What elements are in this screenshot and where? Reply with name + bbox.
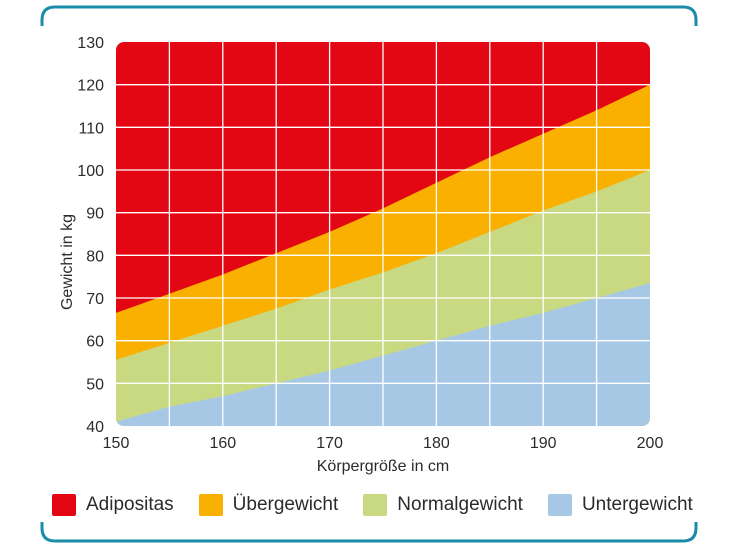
legend-label-untergewicht: Untergewicht	[581, 494, 693, 515]
legend-swatch-normalgewicht	[363, 494, 388, 516]
frame-bottom-line	[40, 522, 698, 543]
y-tick-label: 90	[86, 206, 104, 223]
x-tick-label: 200	[637, 435, 664, 452]
legend-swatch-adipositas	[52, 494, 76, 516]
y-tick-label: 100	[77, 163, 104, 180]
y-tick-label: 50	[86, 376, 104, 393]
frame-top-line	[40, 5, 698, 26]
y-tick-label: 120	[77, 78, 104, 95]
y-tick-label: 40	[86, 419, 104, 436]
x-tick-label: 170	[316, 435, 343, 452]
legend-label-normalgewicht: Normalgewicht	[397, 494, 523, 515]
legend-item-untergewicht: Untergewicht	[547, 494, 693, 516]
legend-swatch-untergewicht	[547, 494, 572, 516]
legend-swatch-uebergewicht	[198, 494, 223, 516]
x-axis-ticks: 150 160 170 180 190 200	[103, 435, 664, 452]
x-tick-label: 190	[530, 435, 557, 452]
y-axis-ticks: 40 50 60 70 80 90 100 110 120 130	[77, 35, 104, 436]
x-tick-label: 150	[103, 435, 130, 452]
plot-area	[116, 42, 650, 426]
x-tick-label: 180	[423, 435, 450, 452]
region-untergewicht	[116, 283, 650, 426]
y-tick-label: 130	[77, 35, 104, 52]
x-tick-label: 160	[209, 435, 236, 452]
legend-item-adipositas: Adipositas	[52, 494, 174, 516]
frame-border	[40, 5, 698, 543]
x-axis-label: Körpergröße in cm	[317, 458, 450, 475]
y-tick-label: 80	[86, 248, 104, 265]
legend-label-adipositas: Adipositas	[86, 494, 174, 515]
y-axis-label: Gewicht in kg	[59, 214, 76, 310]
legend-label-uebergewicht: Übergewicht	[232, 494, 339, 515]
legend: Adipositas Übergewicht Normalgewicht Unt…	[52, 492, 702, 518]
y-tick-label: 70	[86, 291, 104, 308]
legend-item-normalgewicht: Normalgewicht	[363, 494, 523, 516]
legend-item-uebergewicht: Übergewicht	[198, 494, 339, 516]
y-tick-label: 110	[78, 120, 104, 137]
y-tick-label: 60	[86, 334, 104, 351]
